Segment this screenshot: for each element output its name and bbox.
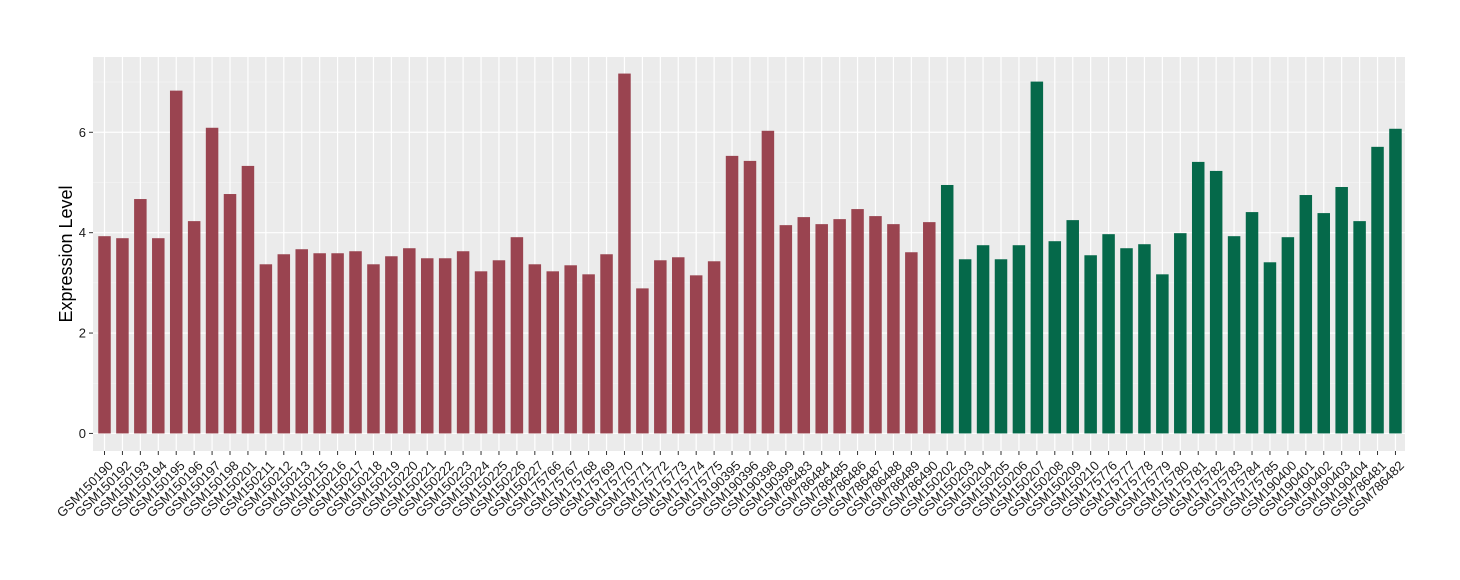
bar: [420, 258, 434, 434]
bar: [474, 271, 488, 434]
y-tick-label: 0: [79, 426, 86, 441]
bar: [1120, 248, 1133, 434]
bar: [259, 264, 273, 434]
bar: [385, 256, 398, 434]
bar: [743, 160, 757, 434]
bar: [940, 184, 954, 434]
bar: [1138, 244, 1151, 434]
bar: [295, 249, 308, 434]
bar: [1191, 161, 1205, 434]
y-tick-label: 6: [79, 125, 86, 140]
bar: [187, 221, 201, 434]
bar: [403, 248, 416, 434]
bar: [851, 209, 864, 434]
bar: [923, 222, 936, 434]
bar: [1066, 220, 1079, 434]
bar: [205, 127, 219, 434]
bar: [313, 253, 326, 434]
bar: [815, 224, 828, 434]
bar: [707, 261, 721, 434]
bar: [1156, 274, 1169, 434]
bar: [1227, 236, 1241, 434]
bar: [277, 254, 291, 434]
bar: [1245, 212, 1259, 434]
bar: [492, 260, 506, 434]
bar: [1281, 237, 1295, 434]
bar: [654, 260, 667, 434]
y-tick-label: 2: [79, 326, 86, 341]
bar: [1335, 186, 1348, 434]
y-axis-title: Expression Level: [56, 185, 76, 322]
bar: [510, 237, 524, 434]
bar: [349, 251, 362, 434]
bar: [618, 73, 631, 434]
bar: [994, 259, 1008, 434]
bar: [725, 155, 739, 434]
bar: [1353, 221, 1366, 434]
bar: [833, 219, 846, 434]
bar: [1012, 245, 1026, 434]
bar: [761, 130, 775, 434]
bar: [438, 258, 452, 434]
bar: [564, 265, 577, 434]
bar: [367, 264, 380, 434]
x-axis: GSM150190GSM150192GSM150193GSM150194GSM1…: [54, 451, 1407, 520]
bar: [331, 253, 344, 434]
bar: [869, 216, 882, 434]
bar: [779, 225, 793, 434]
bar: [456, 251, 470, 434]
bar: [958, 259, 972, 434]
bar: [1209, 170, 1223, 434]
bar: [797, 217, 811, 434]
bar: [887, 224, 900, 434]
bar: [1299, 195, 1313, 434]
bar: [223, 194, 237, 434]
bar: [116, 238, 129, 434]
bar: [1389, 128, 1402, 434]
bar: [600, 254, 613, 434]
bar: [546, 271, 559, 434]
bar: [1084, 255, 1097, 434]
bar: [1102, 234, 1115, 434]
bar: [1371, 146, 1384, 434]
bar: [1263, 262, 1277, 434]
bar: [152, 238, 165, 434]
bar: [169, 90, 183, 434]
bar: [134, 199, 147, 434]
bar: [1048, 241, 1062, 434]
bars: [98, 73, 1402, 434]
bar: [905, 252, 918, 434]
bar: [636, 288, 649, 434]
bar: [689, 275, 703, 434]
bar: [98, 236, 111, 434]
bar: [528, 264, 542, 434]
bar: [1174, 233, 1187, 434]
bar: [241, 165, 255, 434]
bar: [976, 245, 990, 434]
y-tick-label: 4: [79, 225, 86, 240]
bar: [582, 274, 595, 434]
bar: [672, 257, 685, 434]
bar: [1030, 81, 1044, 434]
y-axis: 0 2 4 6: [79, 125, 93, 441]
bar: [1317, 213, 1330, 434]
